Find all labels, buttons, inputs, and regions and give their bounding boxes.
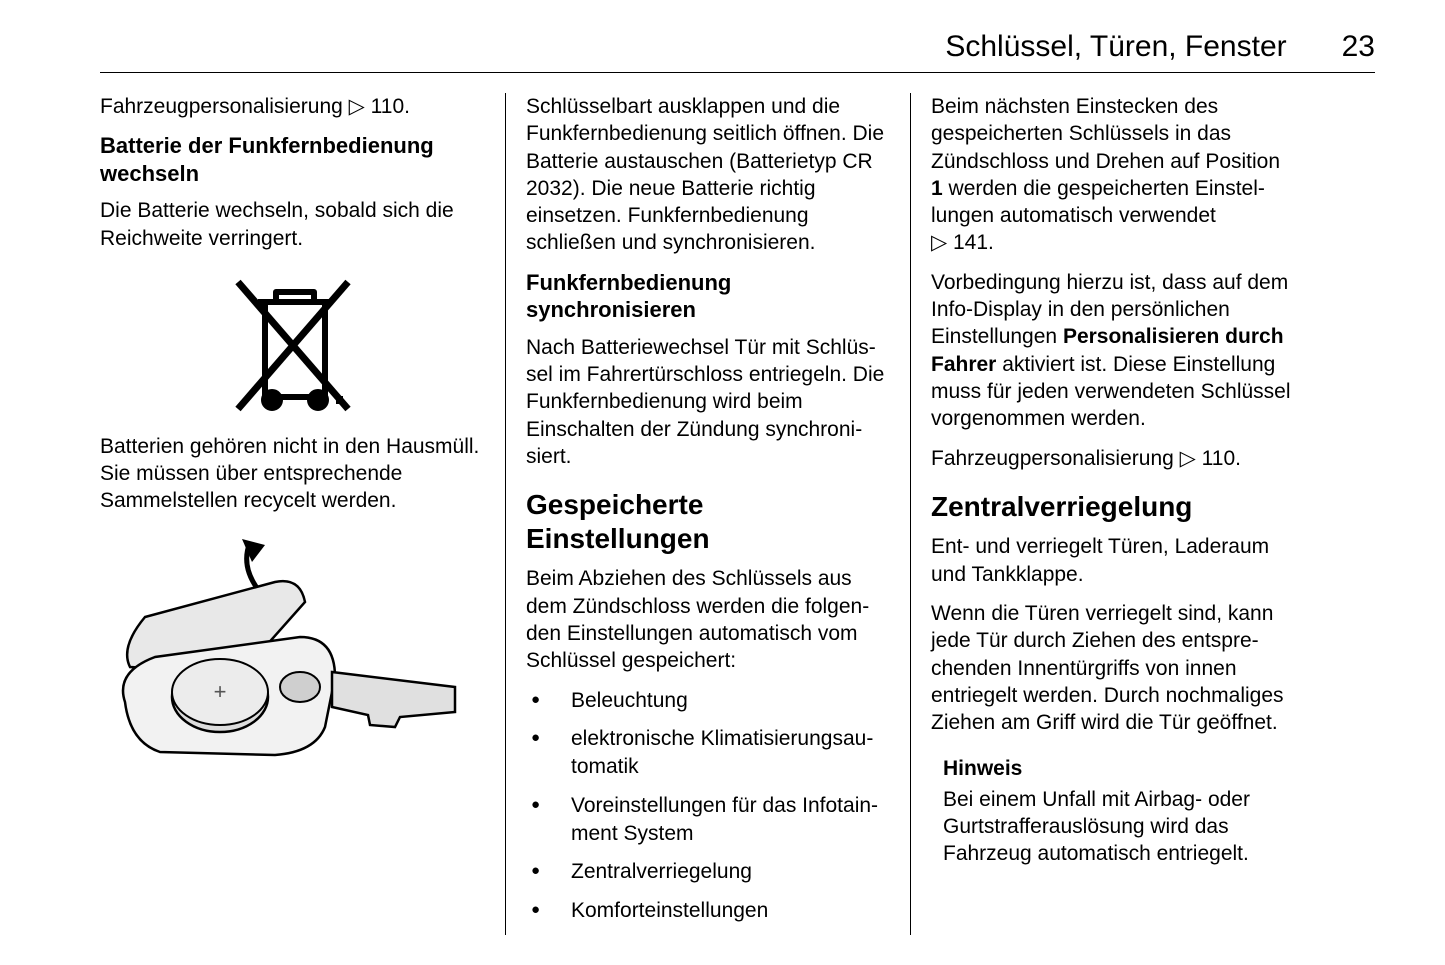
column-2: Schlüsselbart ausklappen und die Funkfer… xyxy=(505,93,910,935)
list-item: Zentralverriegelung xyxy=(551,858,890,886)
col3-p1: Beim nächsten Einstecken des gespeichert… xyxy=(931,93,1295,257)
col3-p3: Fahrzeugpersonalisierung ▷ 110. xyxy=(931,445,1295,472)
column-1: Fahrzeugpersonalisierung ▷ 110. Batterie… xyxy=(100,93,505,935)
no-trash-bin-icon xyxy=(100,264,485,419)
key-battery-illustration: + xyxy=(100,527,485,787)
text: werden die gespeicherten Einstel­lungen … xyxy=(931,177,1265,227)
page-number: 23 xyxy=(1342,30,1375,64)
col2-p3: Beim Abziehen des Schlüssels aus dem Zün… xyxy=(526,565,890,674)
page-ref: 141. xyxy=(953,231,994,254)
content-columns: Fahrzeugpersonalisierung ▷ 110. Batterie… xyxy=(100,93,1375,935)
page-header: Schlüssel, Türen, Fenster 23 xyxy=(100,30,1375,73)
header-title: Schlüssel, Türen, Fenster xyxy=(945,30,1286,64)
note-body: Bei einem Unfall mit Airbag- oder Gurtst… xyxy=(943,786,1295,868)
col2-heading-sync: Funkfernbedienung synchronisieren xyxy=(526,269,890,324)
list-item: Beleuchtung xyxy=(551,687,890,715)
ref-arrow-icon: ▷ xyxy=(1180,445,1196,472)
col3-p4: Ent- und verriegelt Türen, Laderaum und … xyxy=(931,533,1295,588)
col2-p2: Nach Batteriewechsel Tür mit Schlüs­sel … xyxy=(526,334,890,470)
manual-page: Schlüssel, Türen, Fenster 23 Fahrzeugper… xyxy=(0,0,1445,965)
page-ref: 110. xyxy=(371,95,410,118)
list-item: Komforteinstellungen xyxy=(551,897,890,925)
text: Fahrzeugpersonalisierung xyxy=(931,447,1180,470)
col1-heading-battery: Batterie der Funkfernbedienung wechseln xyxy=(100,132,485,187)
position-number: 1 xyxy=(931,177,943,200)
ref-arrow-icon: ▷ xyxy=(349,93,365,120)
list-item: elektronische Klimatisierungsau­tomatik xyxy=(551,725,890,782)
note-box: Hinweis Bei einem Unfall mit Airbag- ode… xyxy=(931,749,1295,868)
text: Beim nächsten Einstecken des gespeichert… xyxy=(931,95,1280,173)
stored-settings-list: Beleuchtung elektronische Klimatisierung… xyxy=(526,687,890,925)
col3-heading-central-lock: Zentralverriegelung xyxy=(931,490,1295,524)
ref-arrow-icon: ▷ xyxy=(931,229,947,256)
svg-text:+: + xyxy=(214,679,227,704)
col2-p1: Schlüsselbart ausklappen und die Funkfer… xyxy=(526,93,890,257)
text: Fahrzeugpersonalisierung xyxy=(100,95,349,118)
col1-p3: Batterien gehören nicht in den Haus­müll… xyxy=(100,433,485,515)
col3-p5: Wenn die Türen verriegelt sind, kann jed… xyxy=(931,600,1295,736)
col1-p2: Die Batterie wechseln, sobald sich die R… xyxy=(100,197,485,252)
page-ref: 110. xyxy=(1202,447,1241,470)
col1-p1: Fahrzeugpersonalisierung ▷ 110. xyxy=(100,93,485,120)
list-item: Voreinstellungen für das Infotain­ment S… xyxy=(551,792,890,849)
column-3: Beim nächsten Einstecken des gespeichert… xyxy=(910,93,1315,935)
col3-p2: Vorbedingung hierzu ist, dass auf dem In… xyxy=(931,269,1295,433)
col2-heading-stored: Gespeicherte Einstellungen xyxy=(526,488,890,555)
note-title: Hinweis xyxy=(943,755,1295,782)
